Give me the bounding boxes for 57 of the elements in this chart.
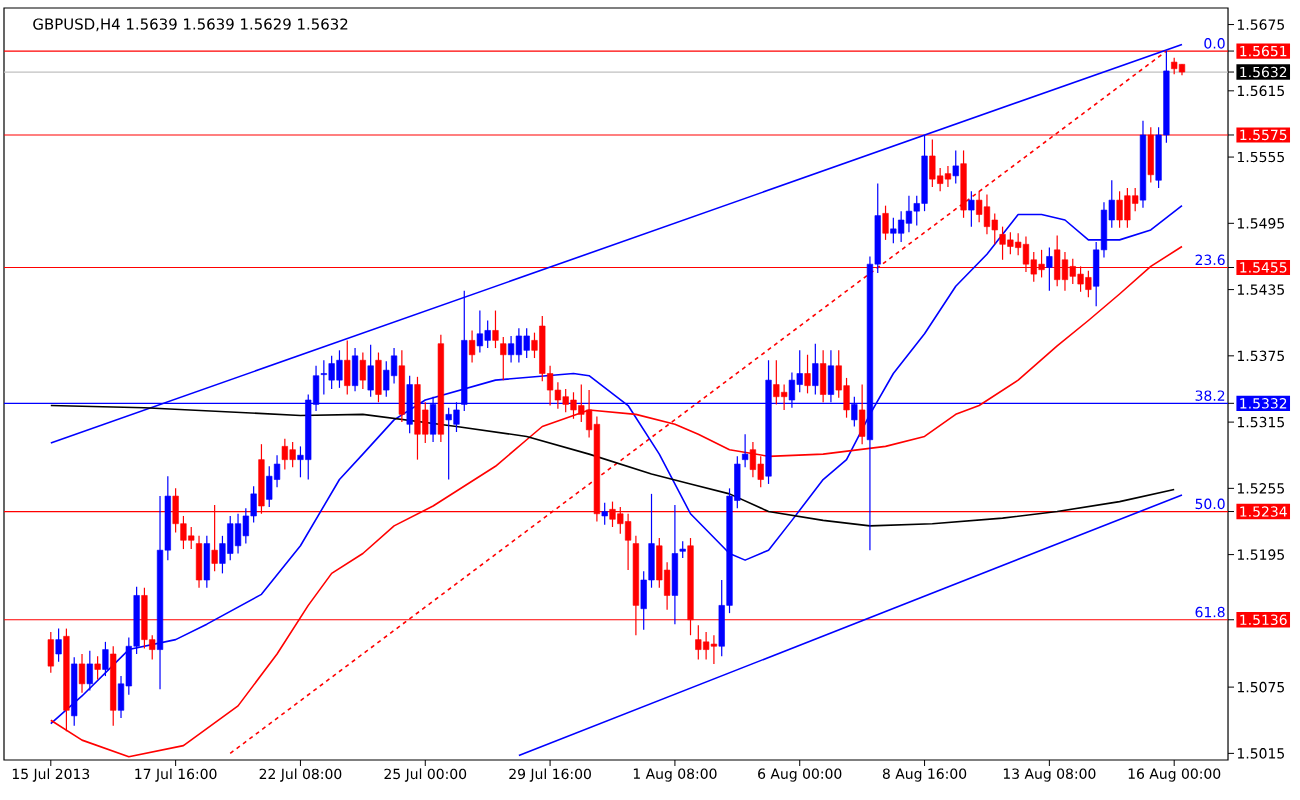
- candlestick: [968, 190, 975, 228]
- candlestick: [515, 327, 522, 364]
- candlestick: [999, 226, 1006, 261]
- candlestick: [367, 344, 374, 398]
- candlestick: [804, 354, 811, 394]
- candlestick: [820, 349, 827, 403]
- line-series: [50, 404, 1175, 527]
- candlestick: [227, 515, 234, 561]
- candlestick: [47, 631, 54, 674]
- candlestick: [960, 149, 967, 219]
- candlestick: [1124, 187, 1131, 229]
- candlestick: [781, 383, 788, 411]
- candlestick: [351, 347, 359, 392]
- candlestick: [570, 391, 577, 420]
- candlestick: [484, 319, 491, 349]
- candlestick: [328, 355, 335, 390]
- candlestick: [500, 336, 507, 381]
- candlestick: [468, 329, 476, 364]
- candlestick: [601, 502, 608, 526]
- candlestick: [671, 504, 679, 625]
- candlestick: [1046, 247, 1053, 292]
- candlestick: [882, 205, 889, 241]
- candlestick: [94, 655, 101, 680]
- candlestick: [749, 441, 757, 478]
- candlestick: [344, 339, 351, 396]
- candlestick: [859, 383, 866, 445]
- candlestick: [375, 351, 382, 403]
- candlestick: [492, 309, 499, 349]
- candlestick: [102, 641, 109, 677]
- candlestick: [944, 165, 952, 188]
- candlestick: [336, 349, 343, 389]
- candlestick: [952, 149, 959, 185]
- candlestick: [562, 388, 569, 413]
- candlestick: [1116, 190, 1123, 229]
- candlestick: [523, 327, 530, 359]
- candlestick: [476, 309, 483, 354]
- candlestick: [710, 634, 718, 665]
- candlestick: [1007, 231, 1014, 255]
- candlestick: [773, 359, 780, 406]
- candlestick: [55, 627, 62, 663]
- candlestick: [289, 441, 296, 468]
- candlestick: [890, 217, 897, 244]
- candlestick: [86, 650, 93, 692]
- candlestick: [281, 438, 288, 471]
- candlestick: [921, 134, 928, 212]
- candlestick: [983, 194, 991, 235]
- candlestick: [78, 653, 86, 694]
- candlestick: [703, 631, 710, 661]
- candlestick: [203, 535, 210, 589]
- candlestick: [195, 535, 203, 589]
- candlestick: [695, 624, 702, 661]
- candlestick: [445, 407, 452, 481]
- candlestick: [812, 343, 819, 396]
- candlestick: [234, 513, 242, 555]
- candlestick: [359, 351, 366, 390]
- candlestick: [390, 347, 398, 385]
- candlestick: [507, 335, 515, 364]
